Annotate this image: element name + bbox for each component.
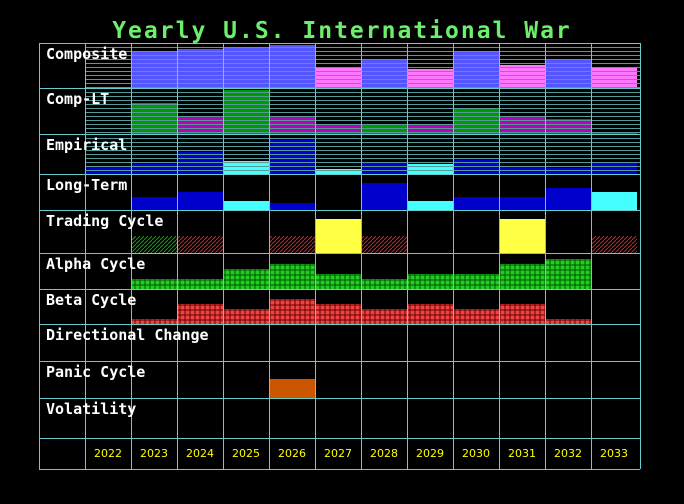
long-term-bar-2030 [453,197,499,210]
comp-lt-bar-2030 [453,109,499,134]
year-label-2033: 2033 [600,447,628,460]
trading-cycle-hatch-2023 [131,236,177,253]
alpha-cycle-bar-2025 [223,269,269,289]
empirical-bar-2026 [269,140,315,174]
chart-title: Yearly U.S. International War [112,18,572,44]
beta-cycle-bar-2026 [269,299,315,324]
alpha-cycle-bar-2032 [545,259,591,289]
panic-cycle-bar-2026 [269,379,315,398]
composite-bar-2024 [177,49,223,88]
trading-cycle-hatch-2026 [269,236,315,253]
trading-cycle-label: Trading Cycle [46,212,163,230]
beta-cycle-bar-2027 [315,304,361,324]
year-label-2026: 2026 [278,447,306,460]
alpha-cycle-bar-2028 [361,279,407,289]
year-label-2022: 2022 [94,447,122,460]
alpha-cycle-bar-2023 [131,279,177,289]
directional-change-label: Directional Change [46,326,209,344]
comp-lt-bar-2029 [407,125,453,134]
trading-cycle-hatch-2033 [591,236,637,253]
composite-bar-2023 [131,51,177,88]
long-term-bar-2024 [177,192,223,210]
comp-lt-label: Comp-LT [46,90,109,108]
empirical-bar-2033 [591,162,637,174]
beta-cycle-bar-2029 [407,304,453,324]
alpha-cycle-bar-2026 [269,264,315,289]
long-term-bar-2033 [591,192,637,210]
year-label-2031: 2031 [508,447,536,460]
comp-lt-bar-2027 [315,125,361,134]
empirical-label: Empirical [46,136,127,154]
year-label-2029: 2029 [416,447,444,460]
long-term-bar-2031 [499,197,545,210]
comp-lt-bar-2023 [131,103,177,134]
long-term-label: Long-Term [46,176,127,194]
volatility-label: Volatility [46,400,136,418]
year-label-2023: 2023 [140,447,168,460]
beta-cycle-bar-2024 [177,304,223,324]
comp-lt-bar-2032 [545,119,591,134]
year-label-2025: 2025 [232,447,260,460]
alpha-cycle-bar-2027 [315,274,361,289]
composite-bar-2030 [453,52,499,88]
long-term-bar-2032 [545,188,591,210]
empirical-bar-2023 [131,164,177,174]
year-label-2032: 2032 [554,447,582,460]
alpha-cycle-bar-2024 [177,279,223,289]
panic-cycle-label: Panic Cycle [46,363,145,381]
beta-cycle-bar-2028 [361,309,407,324]
long-term-bar-2028 [361,183,407,210]
year-label-2030: 2030 [462,447,490,460]
composite-bar-2026 [269,45,315,88]
composite-label: Composite [46,45,127,63]
empirical-bar-2029 [407,164,453,174]
empirical-bar-2027 [315,169,361,174]
trading-cycle-hatch-2028 [361,236,407,253]
beta-cycle-bar-2025 [223,309,269,324]
beta-cycle-bar-2030 [453,309,499,324]
year-label-2027: 2027 [324,447,352,460]
long-term-bar-2023 [131,197,177,210]
alpha-cycle-bar-2029 [407,274,453,289]
trading-cycle-bar-2027 [315,219,361,253]
empirical-bar-2028 [361,162,407,174]
composite-bar-2031 [499,65,545,88]
beta-cycle-bar-2031 [499,304,545,324]
trading-cycle-bar-2031 [499,219,545,253]
long-term-bar-2026 [269,203,315,210]
beta-cycle-bar-2032 [545,319,591,324]
alpha-cycle-label: Alpha Cycle [46,255,145,273]
long-term-bar-2025 [223,201,269,210]
long-term-bar-2029 [407,201,453,210]
beta-cycle-bar-2023 [131,319,177,324]
year-label-2028: 2028 [370,447,398,460]
trading-cycle-hatch-2024 [177,236,223,253]
beta-cycle-label: Beta Cycle [46,291,136,309]
alpha-cycle-bar-2031 [499,264,545,289]
year-label-2024: 2024 [186,447,214,460]
alpha-cycle-bar-2030 [453,274,499,289]
